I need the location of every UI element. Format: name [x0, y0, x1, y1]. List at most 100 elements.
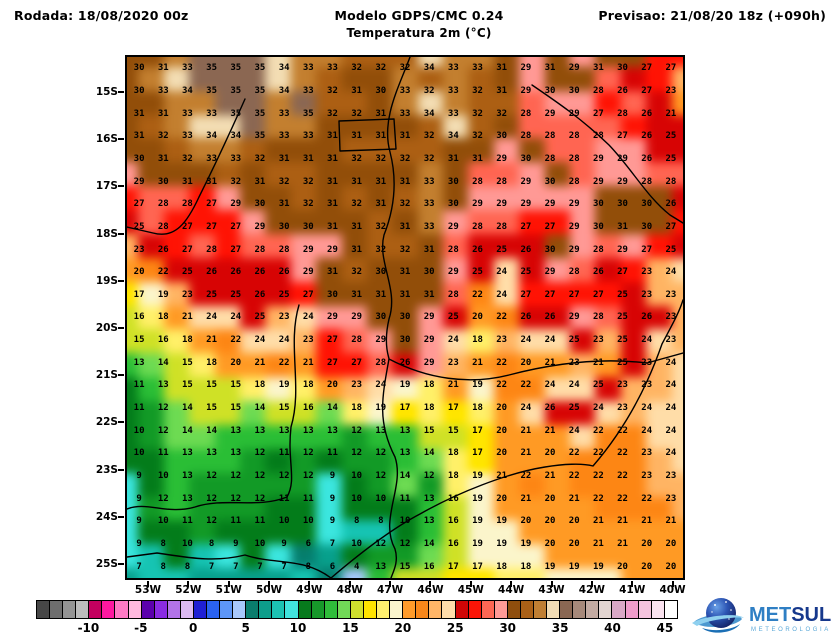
temp-cell-shade	[417, 377, 444, 402]
temp-grid-value: 23	[641, 289, 653, 300]
temp-cell-shade	[671, 57, 683, 67]
color-scale-segment	[586, 600, 600, 619]
temp-grid-value: 32	[254, 153, 266, 164]
temp-cell-shade	[519, 66, 545, 91]
temp-cell-shade	[544, 66, 571, 91]
temp-cell-shade	[570, 377, 596, 402]
temp-cell-shade	[290, 472, 317, 497]
temp-cell-shade	[544, 401, 571, 425]
temp-cell-shade	[392, 472, 418, 497]
temp-cell-shade	[443, 162, 469, 187]
temp-grid-value: 10	[302, 516, 314, 527]
temp-cell-shade	[493, 281, 520, 306]
temp-cell-shade	[570, 401, 596, 425]
temp-cell-shade	[138, 448, 164, 473]
temp-cell-shade	[163, 57, 190, 67]
temp-grid-value: 33	[423, 199, 435, 210]
temp-grid-value: 23	[665, 85, 677, 96]
temp-cell-shade	[620, 448, 647, 473]
temp-grid-value: 16	[157, 335, 169, 346]
temp-cell-shade	[493, 138, 520, 163]
temp-grid-value: 29	[423, 357, 435, 368]
temp-grid-value: 21	[665, 108, 677, 119]
temp-cell-shade	[468, 57, 494, 67]
temp-cell-shade	[265, 281, 291, 306]
temp-cell-shade	[163, 114, 190, 139]
lat-label: 20S	[95, 322, 118, 334]
temp-grid-value: 31	[327, 131, 338, 142]
temp-grid-value: 30	[133, 63, 145, 74]
temp-cell-shade	[366, 57, 393, 67]
temp-cell-shade	[265, 90, 291, 115]
temp-grid-value: 28	[592, 244, 604, 255]
metsul-logo: METSUL METEOROLOGIA	[692, 598, 831, 633]
temp-cell-shade	[519, 496, 545, 521]
temp-grid-value: 12	[375, 448, 387, 459]
temp-cell-shade	[595, 520, 621, 545]
temp-grid-value: 10	[351, 539, 363, 550]
temp-grid-value: 24	[447, 335, 459, 346]
temp-grid-value: 26	[520, 312, 532, 323]
temp-grid-value: 11	[399, 493, 411, 504]
temp-grid-value: 32	[278, 176, 290, 187]
temp-cell-shade	[265, 186, 291, 211]
temp-grid-value: 31	[592, 63, 604, 74]
temp-grid-value: 22	[592, 448, 604, 459]
temp-grid-value: 29	[617, 176, 628, 187]
temp-cell-shade	[189, 424, 215, 449]
temp-cell-shade	[646, 257, 672, 282]
temp-cell-shade	[620, 90, 647, 115]
temp-cell-shade	[239, 66, 266, 91]
temp-grid-value: 24	[375, 380, 387, 391]
temp-grid-value: 23	[665, 493, 677, 504]
temp-cell-shade	[265, 472, 291, 497]
lat-tick	[118, 232, 124, 235]
temp-cell-shade	[265, 377, 291, 402]
temp-cell-shade	[341, 90, 367, 115]
temp-cell-shade	[443, 305, 469, 330]
temp-cell-shade	[138, 57, 164, 67]
temp-grid-value: 17	[399, 403, 411, 414]
temp-cell-shade	[138, 210, 164, 234]
temp-grid-value: 30	[544, 176, 556, 187]
temp-cell-shade	[214, 162, 240, 187]
temp-cell-shade	[316, 305, 342, 330]
temp-cell-shade	[189, 520, 215, 545]
temp-grid-value: 15	[399, 561, 411, 572]
temp-cell-shade	[417, 448, 444, 473]
temp-cell-shade	[468, 305, 494, 330]
lon-label: 49W	[296, 584, 323, 596]
temp-grid-value: 28	[617, 108, 628, 119]
temp-cell-shade	[366, 186, 393, 211]
temp-grid-value: 24	[641, 425, 653, 436]
temp-grid-value: 35	[302, 108, 314, 119]
temp-cell-shade	[239, 305, 266, 330]
temp-cell-shade	[646, 568, 672, 578]
temp-grid-value: 33	[302, 63, 314, 74]
temp-grid-value: 6	[305, 539, 311, 550]
temp-cell-shade	[493, 496, 520, 521]
temp-grid-value: 19	[568, 561, 580, 572]
temp-grid-value: 34	[423, 63, 435, 74]
color-scale-segment	[547, 600, 561, 619]
temp-grid-value: 10	[278, 516, 290, 527]
temp-cell-shade	[671, 114, 683, 139]
temp-cell-shade	[519, 424, 545, 449]
temp-cell-shade	[138, 424, 164, 449]
temp-grid-value: 11	[133, 380, 145, 391]
lat-tick	[118, 185, 124, 188]
temp-cell-shade	[646, 424, 672, 449]
temp-grid-value: 12	[254, 493, 266, 504]
temp-grid-value: 24	[496, 267, 508, 278]
temp-cell-shade	[544, 329, 571, 354]
temp-grid-value: 31	[133, 131, 145, 142]
globe-icon	[692, 598, 744, 633]
temp-cell-shade	[127, 162, 139, 187]
temp-grid-value: 9	[329, 493, 336, 504]
temp-grid-value: 9	[136, 493, 142, 504]
color-scale-label: 40	[604, 621, 621, 635]
color-scale-segment	[167, 600, 181, 619]
temp-grid-value: 8	[378, 516, 384, 527]
temp-grid-value: 18	[254, 380, 266, 391]
temp-cell-shade	[265, 66, 291, 91]
